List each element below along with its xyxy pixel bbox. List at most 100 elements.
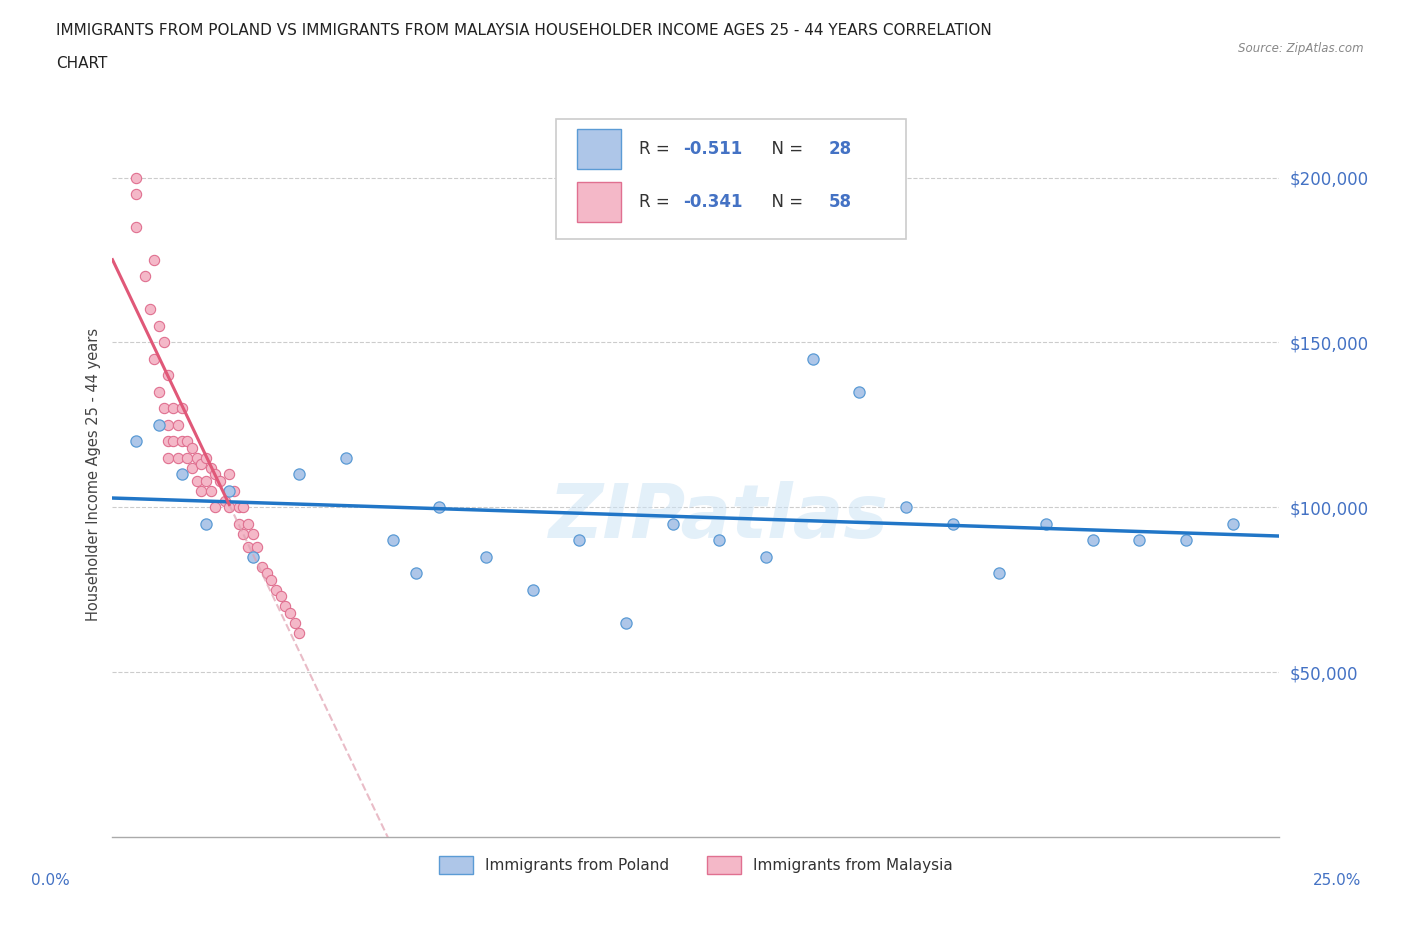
Point [214, 493, 236, 508]
Point [232, 526, 254, 541]
Point [274, 599, 297, 614]
Point [242, 526, 264, 541]
Point [381, 533, 404, 548]
Point [143, 352, 166, 366]
Point [157, 418, 180, 432]
Point [125, 219, 148, 234]
Text: Source: ZipAtlas.com: Source: ZipAtlas.com [1239, 42, 1364, 55]
Point [200, 484, 222, 498]
Point [180, 460, 202, 475]
Point [246, 539, 269, 554]
Point [200, 460, 222, 475]
Point [568, 533, 591, 548]
Point [166, 450, 188, 465]
Point [172, 467, 194, 482]
Point [801, 352, 824, 366]
Point [988, 565, 1011, 580]
Point [148, 418, 170, 432]
Text: 28: 28 [830, 140, 852, 158]
Point [194, 516, 217, 531]
Point [176, 450, 198, 465]
Point [228, 516, 250, 531]
Point [157, 450, 180, 465]
Point [1081, 533, 1104, 548]
Point [194, 450, 217, 465]
Point [176, 434, 198, 449]
Text: 0.0%: 0.0% [31, 873, 69, 888]
Point [218, 484, 240, 498]
Point [236, 539, 259, 554]
Point [242, 550, 264, 565]
Point [125, 170, 148, 185]
Point [148, 384, 170, 399]
FancyBboxPatch shape [576, 129, 621, 169]
Point [242, 550, 264, 565]
Point [283, 616, 305, 631]
FancyBboxPatch shape [555, 119, 905, 239]
Point [614, 616, 637, 631]
Point [190, 457, 212, 472]
Text: N =: N = [761, 140, 808, 158]
Point [522, 582, 544, 597]
Point [427, 499, 450, 514]
Point [848, 384, 870, 399]
Point [190, 484, 212, 498]
Text: R =: R = [638, 140, 675, 158]
Text: R =: R = [638, 193, 675, 211]
FancyBboxPatch shape [576, 182, 621, 222]
Y-axis label: Householder Income Ages 25 - 44 years: Householder Income Ages 25 - 44 years [86, 327, 101, 621]
Point [250, 559, 273, 574]
Point [260, 572, 283, 587]
Point [166, 418, 188, 432]
Point [134, 269, 156, 284]
Point [218, 467, 240, 482]
Point [755, 550, 778, 565]
Point [143, 253, 166, 268]
Point [125, 187, 148, 202]
Point [153, 401, 176, 416]
Point [208, 473, 231, 488]
Point [709, 533, 731, 548]
Text: CHART: CHART [56, 56, 108, 71]
Text: -0.511: -0.511 [683, 140, 742, 158]
Point [204, 467, 226, 482]
Point [204, 499, 226, 514]
Point [236, 516, 259, 531]
Point [942, 516, 965, 531]
Legend: Immigrants from Poland, Immigrants from Malaysia: Immigrants from Poland, Immigrants from … [433, 850, 959, 880]
Point [270, 589, 292, 604]
Point [894, 499, 917, 514]
Point [288, 467, 311, 482]
Point [1128, 533, 1150, 548]
Point [186, 473, 208, 488]
Point [405, 565, 427, 580]
Point [1175, 533, 1198, 548]
Point [157, 368, 180, 383]
Point [172, 401, 194, 416]
Point [180, 441, 202, 456]
Point [148, 318, 170, 333]
Point [139, 302, 162, 317]
Point [125, 434, 148, 449]
Point [475, 550, 498, 565]
Text: -0.341: -0.341 [683, 193, 742, 211]
Point [222, 484, 245, 498]
Point [256, 565, 278, 580]
Point [218, 499, 240, 514]
Point [157, 434, 180, 449]
Point [186, 450, 208, 465]
Point [278, 605, 301, 620]
Point [162, 401, 184, 416]
Point [1035, 516, 1057, 531]
Text: ZIPatlas: ZIPatlas [550, 482, 890, 554]
Point [335, 450, 357, 465]
Point [153, 335, 176, 350]
Point [288, 625, 311, 640]
Point [661, 516, 683, 531]
Point [162, 434, 184, 449]
Text: IMMIGRANTS FROM POLAND VS IMMIGRANTS FROM MALAYSIA HOUSEHOLDER INCOME AGES 25 - : IMMIGRANTS FROM POLAND VS IMMIGRANTS FRO… [56, 23, 993, 38]
Text: 58: 58 [830, 193, 852, 211]
Point [194, 473, 217, 488]
Point [1222, 516, 1244, 531]
Point [228, 499, 250, 514]
